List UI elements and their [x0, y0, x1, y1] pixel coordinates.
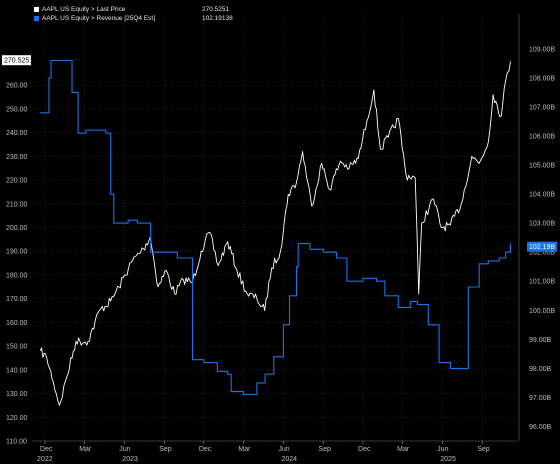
x-month-label: Jun	[278, 446, 289, 453]
right-tick-label: 97.00B	[529, 395, 552, 402]
x-month-label: Dec	[40, 446, 53, 453]
right-tick-label: 109.00B	[529, 46, 555, 53]
legend-swatch-price	[34, 7, 39, 12]
left-tick-label: 120.00	[6, 415, 28, 422]
series-line-price	[39, 61, 511, 406]
x-month-label: Dec	[358, 446, 371, 453]
legend-swatch-revenue	[34, 16, 39, 21]
right-tick-label: 100.00B	[529, 308, 555, 315]
right-tick-label: 101.00B	[529, 279, 555, 286]
x-year-label: 2023	[122, 456, 138, 463]
right-tick-label: 108.00B	[529, 75, 555, 82]
left-tick-label: 140.00	[6, 367, 28, 374]
left-tick-label: 230.00	[6, 154, 28, 161]
series-line-revenue	[40, 59, 512, 396]
left-tick-label: 110.00	[6, 439, 27, 446]
legend-label-price: AAPL US Equity > Last Price	[42, 6, 126, 13]
series-layer	[39, 59, 512, 406]
left-tick-label: 180.00	[6, 272, 28, 279]
right-tick-label: 105.00B	[529, 163, 555, 170]
last-value-tags: 270.5251 102.19B	[2, 55, 557, 252]
last-price-tag-label: 270.5251	[4, 58, 33, 65]
x-year-label: 2024	[282, 456, 298, 463]
right-y-axis: 96.00B 97.00B 98.00B 99.00B 100.00B 101.00B 10…	[518, 14, 555, 441]
right-tick-label: 99.00B	[529, 337, 552, 344]
left-tick-label: 150.00	[6, 344, 28, 351]
legend-item-revenue: AAPL US Equity > Revenue [25Q4 Est] 102.…	[34, 14, 233, 23]
right-tick-label: 106.00B	[529, 134, 555, 141]
x-month-label: Dec	[199, 446, 212, 453]
x-month-label: Jun	[119, 446, 130, 453]
x-month-label: Sep	[477, 446, 490, 453]
x-month-label: Jun	[437, 446, 448, 453]
x-month-label: Mar	[79, 446, 92, 453]
chart-legend: AAPL US Equity > Last Price 270.5251 AAP…	[34, 5, 233, 23]
left-tick-label: 190.00	[6, 249, 28, 256]
left-tick-label: 210.00	[6, 201, 28, 208]
legend-label-revenue: AAPL US Equity > Revenue [25Q4 Est]	[42, 15, 156, 22]
legend-item-price: AAPL US Equity > Last Price 270.5251	[34, 5, 233, 14]
legend-value-revenue: 102.19138	[202, 15, 233, 22]
left-tick-label: 260.00	[6, 83, 28, 90]
right-tick-label: 107.00B	[529, 104, 555, 111]
x-year-label: 2022	[37, 456, 53, 463]
left-tick-label: 220.00	[6, 178, 28, 185]
last-price-tag-bg	[2, 55, 31, 66]
x-month-label: Mar	[238, 446, 251, 453]
right-tick-label: 103.00B	[529, 221, 555, 228]
left-tick-label: 130.00	[6, 391, 28, 398]
left-y-axis: 110.00 120.00 130.00 140.00 150.00 160.00 170.…	[6, 83, 28, 446]
left-tick-label: 250.00	[6, 106, 28, 113]
x-month-label: Mar	[397, 446, 410, 453]
left-tick-label: 160.00	[6, 320, 28, 327]
left-tick-label: 200.00	[6, 225, 28, 232]
right-tick-label: 96.00B	[529, 424, 552, 431]
last-revenue-tag-bg	[527, 241, 557, 252]
right-tick-label: 98.00B	[529, 366, 552, 373]
left-tick-label: 240.00	[6, 130, 28, 137]
x-axis: Dec Mar Jun Sep Dec Mar Jun Sep Dec Mar Jun Sep 2022…	[32, 440, 517, 463]
left-tick-label: 170.00	[6, 296, 28, 303]
legend-value-price: 270.5251	[202, 6, 230, 13]
right-tick-label: 104.00B	[529, 192, 555, 199]
x-month-label: Sep	[318, 446, 331, 453]
right-tick-label: 102.00B	[529, 250, 555, 257]
last-revenue-tag-label: 102.19B	[529, 244, 555, 251]
x-year-label: 2025	[440, 456, 456, 463]
x-month-label: Sep	[159, 446, 172, 453]
